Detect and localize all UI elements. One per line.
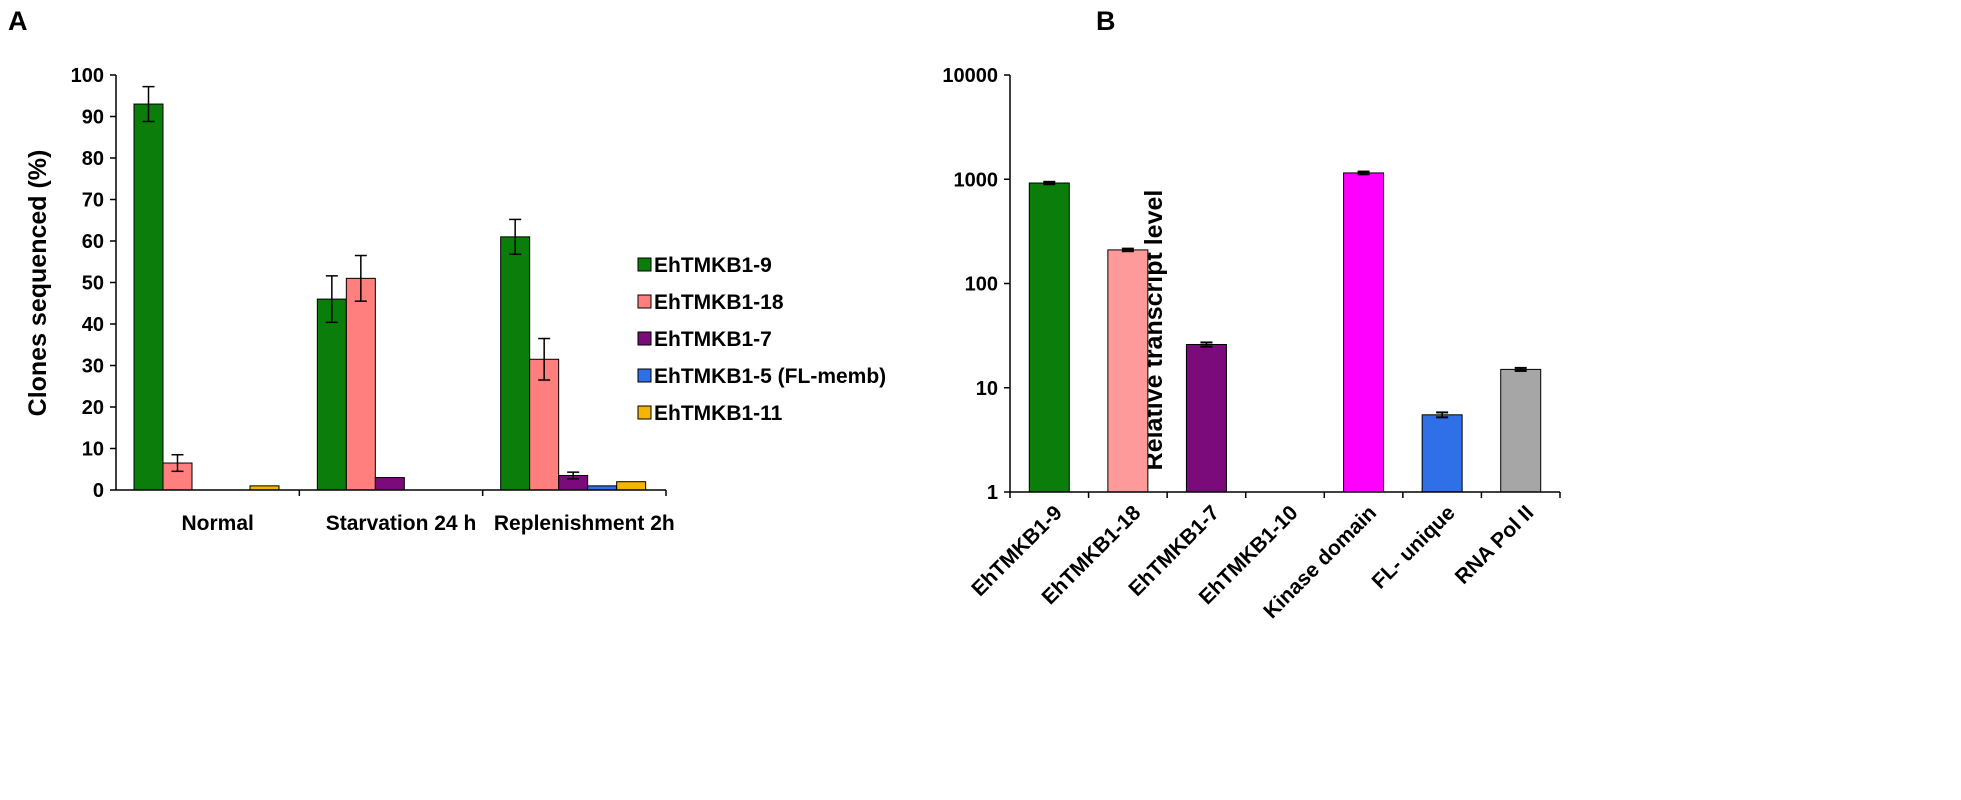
category-label: FL- unique	[1368, 501, 1460, 593]
y-tick-label: 10	[82, 439, 104, 461]
legend-label: EhTMKB1-9	[654, 254, 772, 277]
legend-swatch	[637, 257, 652, 272]
bar	[316, 298, 347, 491]
legend-label: EhTMKB1-5 (FL-memb)	[654, 365, 886, 388]
category-label: Replenishment 2h	[494, 512, 675, 535]
legend-swatch	[637, 405, 652, 420]
y-tick-label: 40	[82, 314, 104, 336]
bar	[374, 477, 405, 491]
y-tick-label: 10	[976, 378, 998, 400]
y-tick-label: 1	[987, 482, 998, 504]
legend-label: EhTMKB1-18	[654, 291, 784, 314]
y-tick-label: 1000	[954, 169, 999, 191]
bar	[1500, 368, 1542, 493]
y-tick-label: 20	[82, 397, 104, 419]
panel-a-y-axis-title: Clones sequenced (%)	[24, 150, 52, 417]
panel-b-error-bars	[1043, 170, 1527, 419]
panel-b-label: B	[1096, 6, 1116, 36]
bar	[345, 277, 376, 491]
panel-a-legend: EhTMKB1-9 EhTMKB1-18 EhTMKB1-7 EhTMKB1-5 (F…	[637, 254, 886, 425]
bar	[1343, 172, 1385, 493]
y-tick-label: 70	[82, 190, 104, 212]
legend-swatch	[637, 368, 652, 383]
panel-a-error-bars	[142, 85, 580, 480]
y-tick-label: 90	[82, 107, 104, 129]
y-tick-label: 80	[82, 148, 104, 170]
y-tick-label: 100	[965, 274, 998, 296]
legend-swatch	[637, 331, 652, 346]
y-tick-label: 0	[93, 480, 104, 502]
category-label: Starvation 24 h	[326, 512, 477, 535]
panel-a-label: A	[8, 6, 28, 36]
bar	[1185, 343, 1227, 493]
bar	[1421, 414, 1463, 493]
bar	[616, 481, 647, 491]
panel-a-category-labels: Normal Starvation 24 h Replenishment 2h	[181, 512, 674, 535]
category-label: Normal	[181, 512, 253, 535]
bar	[133, 103, 164, 491]
legend-label: EhTMKB1-7	[654, 328, 772, 351]
y-tick-label: 60	[82, 231, 104, 253]
chart-panel-b: B Relative transcript level 110100100010…	[942, 6, 1561, 623]
legend-label: EhTMKB1-11	[654, 402, 783, 425]
y-tick-label: 100	[71, 65, 104, 87]
bar	[1028, 182, 1070, 493]
panel-b-category-labels: EhTMKB1-9EhTMKB1-18EhTMKB1-7EhTMKB1-10Ki…	[967, 501, 1538, 623]
legend-swatch	[637, 294, 652, 309]
panel-a-bars	[133, 103, 647, 491]
y-tick-label: 50	[82, 273, 104, 295]
chart-panel-a: A Clones sequenced (%) 0 10 20 30 40 50 60 70 80…	[8, 6, 886, 535]
panel-b-bars	[1028, 172, 1542, 493]
category-label: RNA Pol II	[1451, 501, 1538, 588]
y-tick-label: 30	[82, 356, 104, 378]
bar	[1107, 249, 1149, 493]
panel-a-y-ticks: 0 10 20 30 40 50 60 70 80 90 100	[71, 65, 667, 502]
bar	[500, 236, 531, 491]
panel-b-y-ticks: 1 10 100 1000 10000	[942, 65, 1561, 504]
y-tick-label: 10000	[942, 65, 998, 87]
